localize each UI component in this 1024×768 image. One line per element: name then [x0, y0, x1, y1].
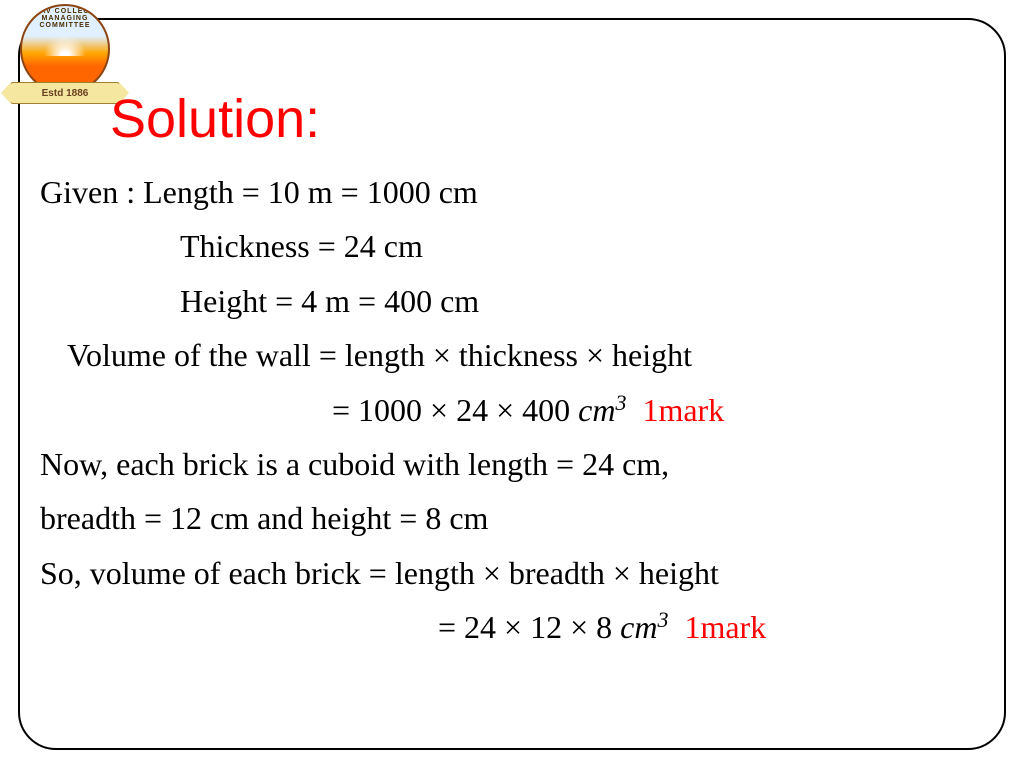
volume-brick-value-line: = 24 × 12 × 8 cm3 1mark	[438, 600, 984, 654]
brick-dimensions-line2: breadth = 12 cm and height = 8 cm	[40, 491, 984, 545]
brick-value-prefix: = 24 × 12 × 8	[438, 609, 620, 645]
solution-title: Solution:	[110, 88, 320, 150]
volume-wall-value-line: = 1000 × 24 × 400 cm3 1mark	[332, 383, 984, 437]
logo-banner: Estd 1886	[10, 82, 120, 104]
logo-emblem: DAV COLLEGE MANAGING COMMITTEE	[20, 4, 110, 94]
volume-brick-formula-line: So, volume of each brick = length × brea…	[40, 546, 984, 600]
brick-dimensions-line1: Now, each brick is a cuboid with length …	[40, 437, 984, 491]
wall-value-prefix: = 1000 × 24 × 400	[332, 392, 578, 428]
cm-unit: cm	[620, 609, 657, 645]
mark-annotation: 1mark	[684, 609, 766, 645]
logo-rays-icon	[35, 26, 95, 56]
given-thickness-line: Thickness = 24 cm	[180, 219, 984, 273]
cm-unit: cm	[578, 392, 615, 428]
given-length-line: Given : Length = 10 m = 1000 cm	[40, 165, 984, 219]
given-height-line: Height = 4 m = 400 cm	[180, 274, 984, 328]
cubed-exponent: 3	[657, 607, 668, 632]
cubed-exponent: 3	[615, 390, 626, 415]
mark-annotation: 1mark	[642, 392, 724, 428]
solution-body: Given : Length = 10 m = 1000 cm Thicknes…	[40, 165, 984, 655]
volume-wall-formula-line: Volume of the wall = length × thickness …	[67, 328, 984, 382]
